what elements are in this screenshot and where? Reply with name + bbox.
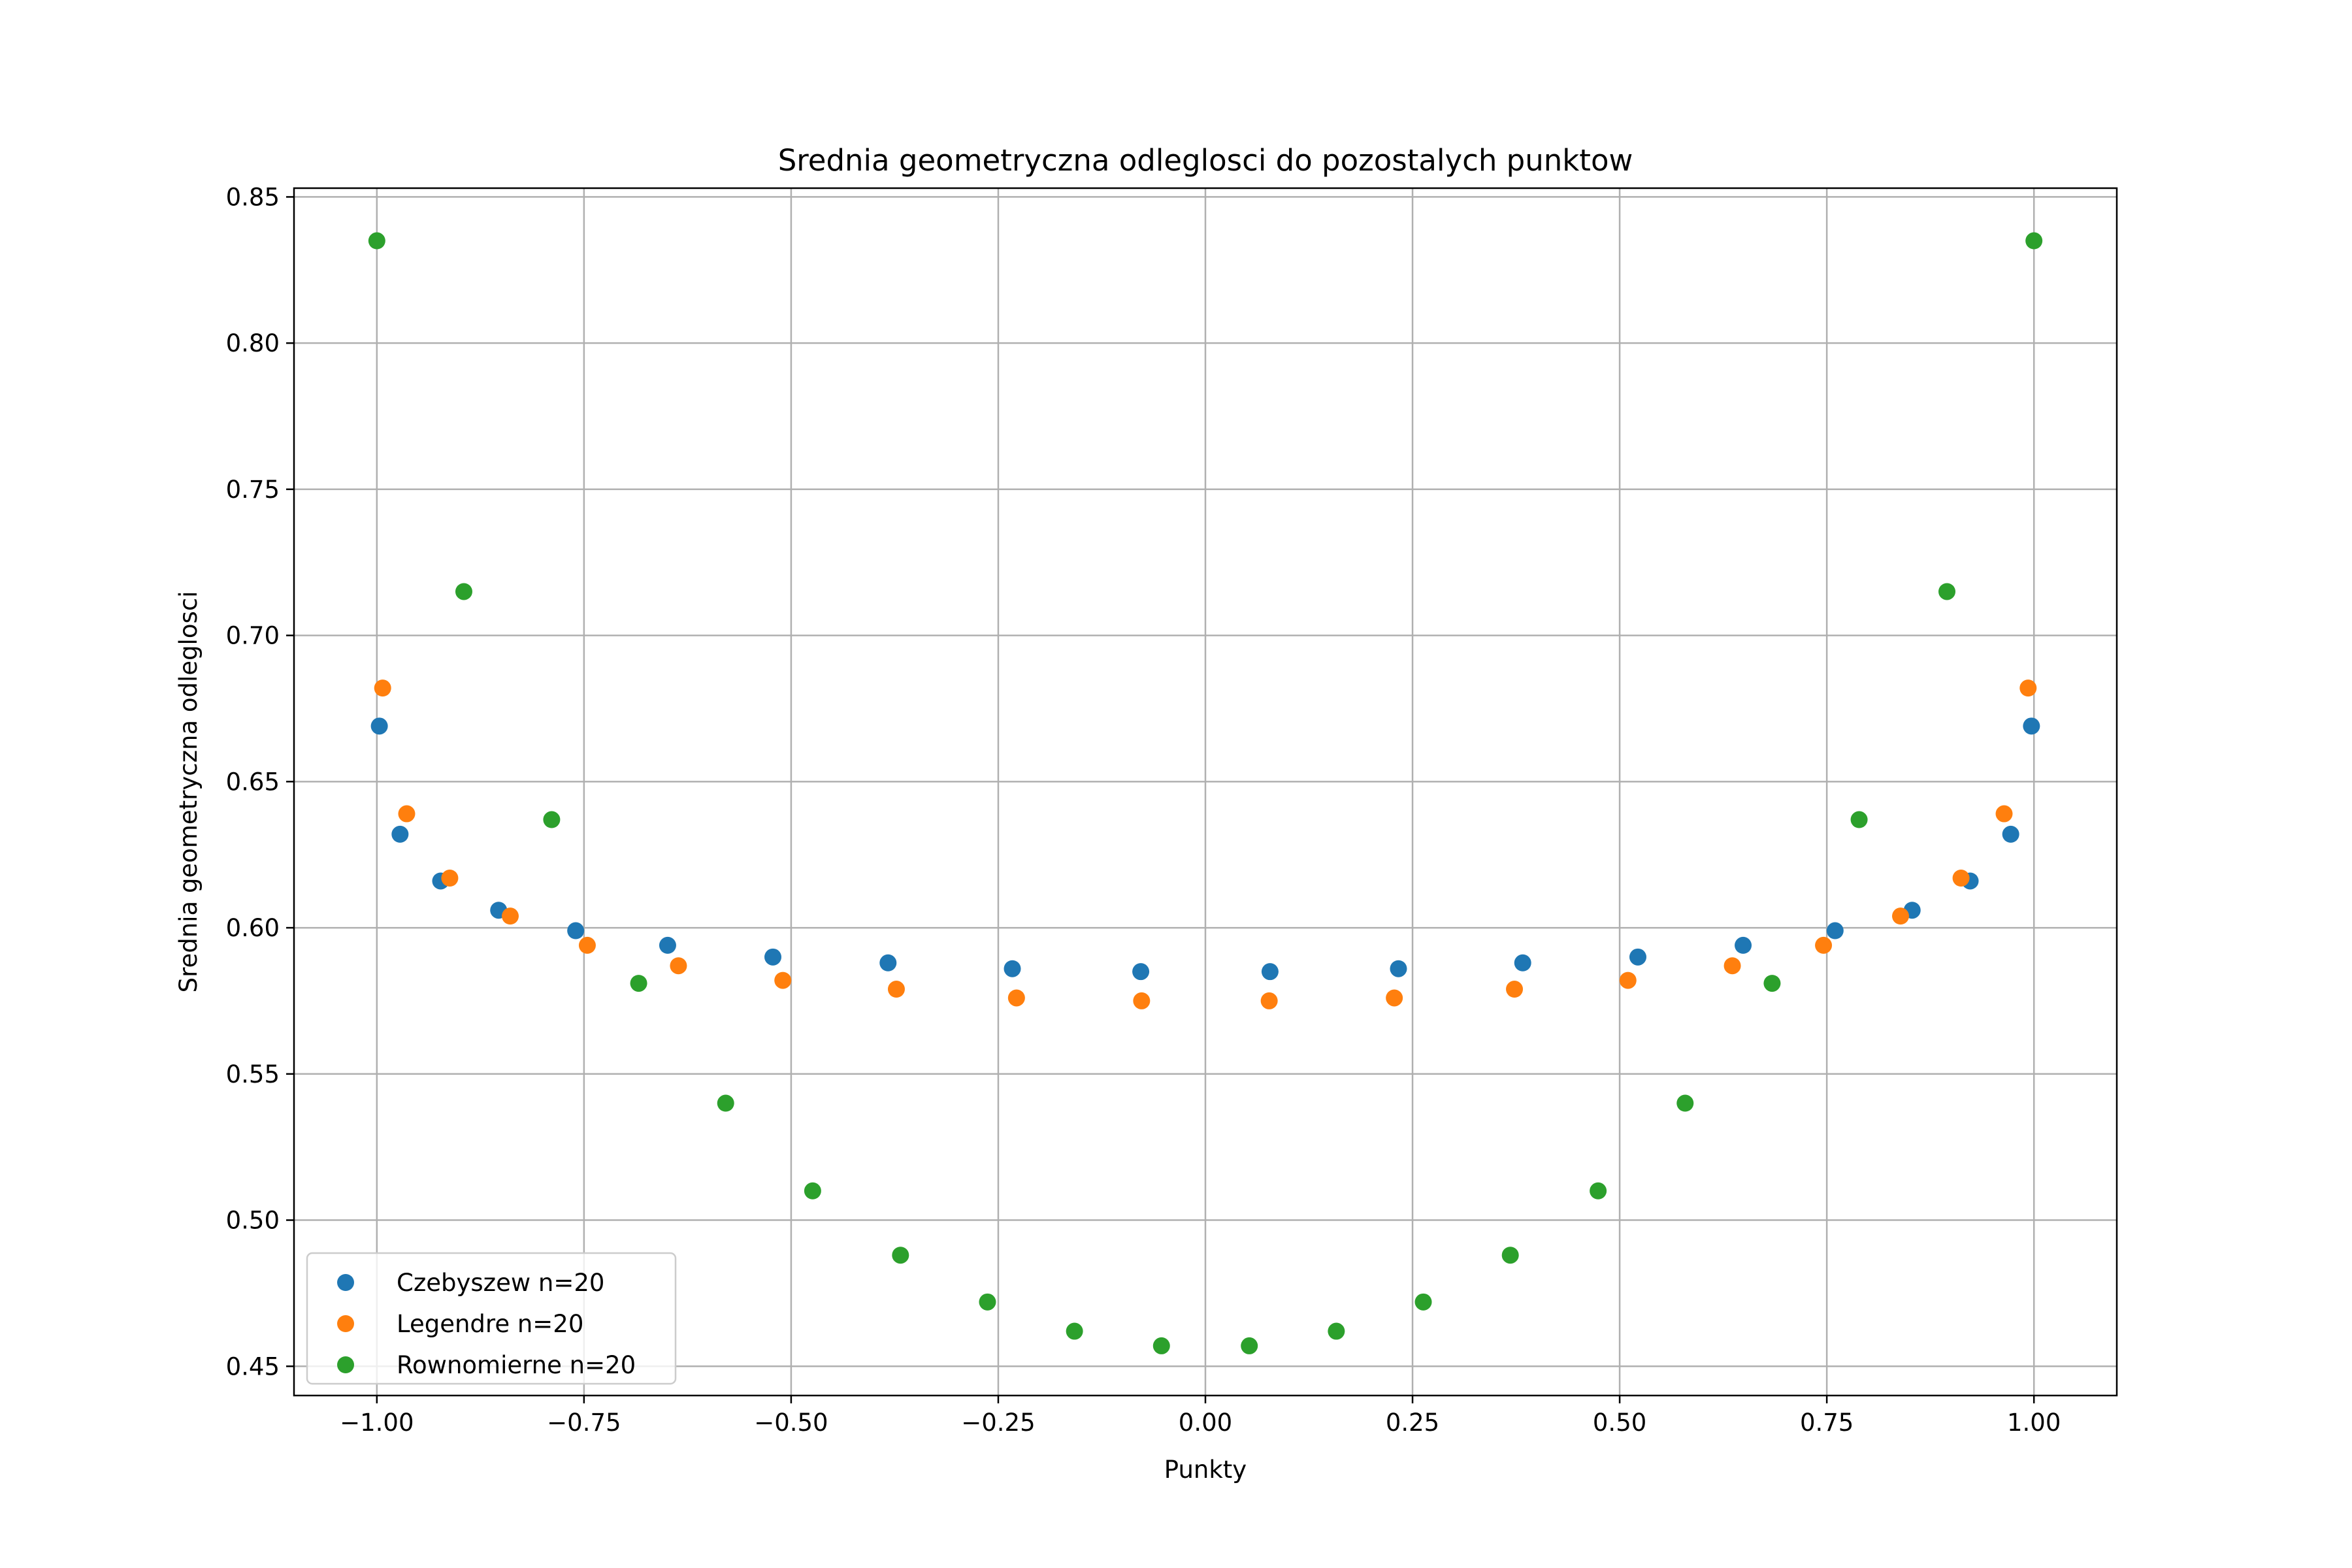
data-point <box>1826 922 1844 939</box>
data-point <box>1850 811 1868 828</box>
data-point <box>1506 981 1524 998</box>
x-tick-label: 0.50 <box>1593 1409 1646 1437</box>
data-point <box>370 717 388 735</box>
data-point <box>578 936 596 954</box>
data-point <box>1735 936 1752 954</box>
legend-marker-czebyszew <box>337 1274 354 1291</box>
y-tick-label: 0.50 <box>226 1207 280 1235</box>
data-point <box>1723 957 1741 975</box>
x-tick-label: 0.75 <box>1800 1409 1854 1437</box>
data-point <box>398 805 416 823</box>
legend-label-rownomierne: Rownomierne n=20 <box>397 1351 636 1379</box>
data-point <box>879 954 897 972</box>
data-point <box>630 975 647 992</box>
data-point <box>1892 907 1910 925</box>
data-point <box>1386 989 1403 1007</box>
data-point <box>2019 679 2037 697</box>
legend-marker-rownomierne <box>337 1356 354 1373</box>
y-tick-label: 0.60 <box>226 914 280 942</box>
grid <box>294 188 2117 1396</box>
x-tick-label: −0.75 <box>547 1409 621 1437</box>
legend-frame <box>306 1252 677 1385</box>
x-tick-label: −0.25 <box>961 1409 1035 1437</box>
data-point <box>567 922 585 939</box>
data-point <box>717 1094 734 1112</box>
y-tick-label: 0.55 <box>226 1060 280 1088</box>
data-point <box>1938 583 1956 600</box>
data-point <box>1619 972 1637 989</box>
x-tick-label: 1.00 <box>2007 1409 2061 1437</box>
data-point <box>2023 717 2040 735</box>
data-point <box>1241 1337 1258 1354</box>
data-point <box>1004 960 1021 977</box>
data-point <box>1261 963 1279 981</box>
x-tick-label: 0.00 <box>1179 1409 1232 1437</box>
y-axis-label: Srednia geometryczna odleglosci <box>174 591 203 993</box>
series-1 <box>374 679 2037 1009</box>
data-point <box>368 232 385 250</box>
data-point <box>501 907 519 925</box>
series-2 <box>368 232 2043 1354</box>
data-point <box>774 972 792 989</box>
data-point <box>659 936 676 954</box>
data-point <box>1328 1322 1345 1340</box>
axis-ticks: −1.00 −0.75 −0.50 −0.25 0.00 0.25 0.50 0.75 1.00… <box>226 183 2061 1437</box>
data-point <box>1007 989 1025 1007</box>
data-point <box>1390 960 1407 977</box>
data-point <box>1995 805 2013 823</box>
x-tick-label: −0.50 <box>754 1409 828 1437</box>
data-point <box>1952 870 1970 887</box>
data-point <box>391 825 409 843</box>
data-point <box>1133 992 1151 1009</box>
data-point <box>1629 948 1646 966</box>
data-point <box>1590 1182 1607 1200</box>
data-point <box>1501 1247 1519 1264</box>
data-point <box>764 948 782 966</box>
data-point <box>1815 936 1833 954</box>
data-point <box>2002 825 2019 843</box>
legend-label-legendre: Legendre n=20 <box>397 1310 583 1338</box>
data-point <box>2025 232 2043 250</box>
data-point <box>979 1293 996 1311</box>
y-tick-label: 0.75 <box>226 476 280 504</box>
data-point <box>887 981 905 998</box>
legend: Czebyszew n=20 Legendre n=20 Rownomierne… <box>306 1252 677 1385</box>
data-point <box>892 1247 909 1264</box>
data-point <box>1132 963 1150 981</box>
y-tick-label: 0.70 <box>226 622 280 650</box>
y-tick-label: 0.65 <box>226 768 280 796</box>
data-point <box>1763 975 1781 992</box>
data-point <box>1066 1322 1083 1340</box>
data-point <box>1260 992 1278 1009</box>
data-point <box>1676 1094 1694 1112</box>
x-axis-label: Punkty <box>1164 1456 1247 1484</box>
data-point <box>455 583 472 600</box>
data-point <box>374 679 391 697</box>
data-point <box>543 811 561 828</box>
y-tick-label: 0.80 <box>226 329 280 357</box>
data-point <box>1414 1293 1432 1311</box>
chart-title: Srednia geometryczna odleglosci do pozos… <box>778 143 1633 178</box>
x-tick-label: −1.00 <box>340 1409 414 1437</box>
data-point <box>1152 1337 1170 1354</box>
legend-label-czebyszew: Czebyszew n=20 <box>397 1269 604 1297</box>
x-tick-label: 0.25 <box>1386 1409 1439 1437</box>
data-points <box>368 232 2043 1354</box>
y-tick-label: 0.85 <box>226 183 280 211</box>
data-point <box>441 870 459 887</box>
y-tick-label: 0.45 <box>226 1352 280 1380</box>
legend-marker-legendre <box>337 1315 354 1332</box>
data-point <box>804 1182 821 1200</box>
data-point <box>670 957 687 975</box>
data-point <box>1514 954 1531 972</box>
